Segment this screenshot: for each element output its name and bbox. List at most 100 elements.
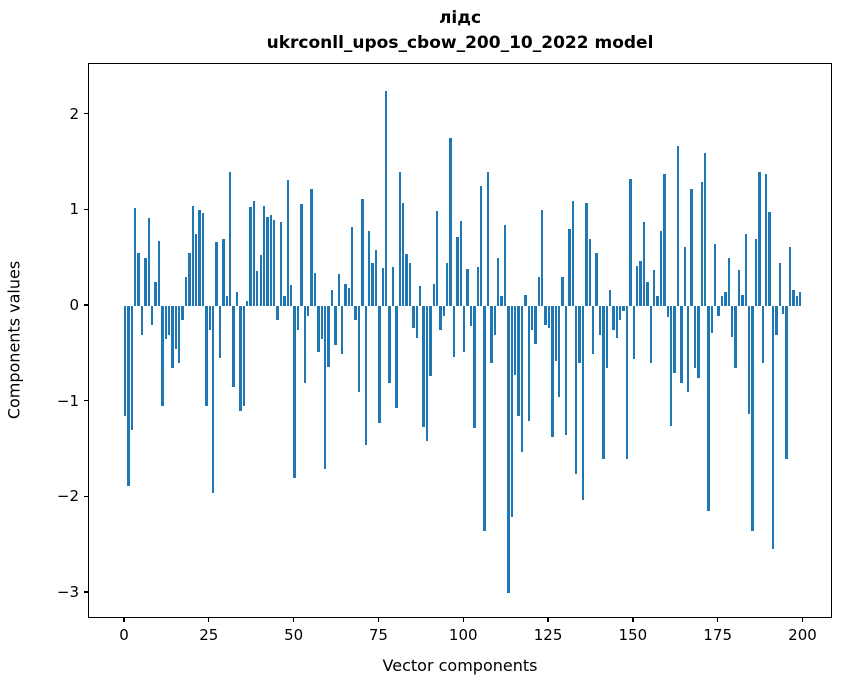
bar (381, 267, 385, 306)
bar (754, 239, 758, 306)
bar (500, 296, 503, 306)
bar (269, 215, 273, 306)
figure-title: лідс (438, 8, 482, 28)
y-tick-label: −2 (56, 487, 79, 506)
bar (744, 234, 748, 306)
bar (798, 291, 802, 306)
y-tick-label: 0 (69, 296, 79, 314)
bar (178, 306, 181, 364)
x-tick-label: 50 (284, 626, 304, 644)
bar (727, 258, 731, 306)
bar (615, 306, 619, 338)
bar (340, 306, 344, 354)
y-tick-mark (84, 208, 88, 210)
bar (144, 258, 147, 306)
bar (378, 306, 381, 423)
bar (639, 261, 642, 306)
bar (598, 306, 602, 335)
bar (449, 137, 452, 306)
bar (317, 306, 320, 352)
bar (252, 200, 256, 306)
x-tick-mark (292, 618, 295, 622)
x-tick-label: 100 (448, 626, 478, 644)
bar (741, 294, 744, 306)
bar (374, 250, 378, 306)
bar (530, 306, 534, 330)
bar (493, 306, 496, 335)
bar (239, 306, 242, 412)
bar (425, 306, 429, 441)
bar (476, 266, 479, 306)
bar (558, 306, 561, 397)
bar (195, 234, 198, 306)
bar (167, 306, 171, 335)
bar (313, 272, 317, 306)
bar (795, 296, 798, 306)
bar (395, 306, 398, 409)
bar (680, 306, 683, 383)
bar (649, 306, 653, 364)
x-tick-label: 125 (533, 626, 563, 644)
bar (761, 306, 764, 364)
bar (578, 306, 581, 364)
bar (218, 306, 222, 358)
bar (527, 306, 530, 421)
x-tick-label: 200 (788, 626, 817, 644)
y-axis-label: Components values (4, 260, 24, 420)
bar (391, 266, 395, 306)
bar (212, 306, 215, 493)
y-tick-label: −3 (56, 583, 79, 602)
bar (412, 306, 415, 328)
bar (673, 306, 676, 373)
bar (222, 239, 225, 306)
bar (466, 268, 469, 306)
bar (256, 270, 259, 306)
bar (242, 306, 245, 407)
bar (296, 306, 300, 330)
x-tick-label: 150 (618, 626, 648, 644)
bar (283, 296, 286, 306)
bar (775, 306, 778, 335)
bar (622, 306, 625, 311)
bar (140, 306, 144, 335)
bar (232, 306, 235, 388)
bar (469, 306, 473, 327)
bar (361, 198, 364, 306)
bar (147, 217, 150, 306)
bar (524, 294, 527, 306)
bar (442, 306, 446, 316)
bar (629, 178, 632, 306)
bar (608, 289, 612, 306)
bar (663, 173, 666, 306)
bar (320, 306, 323, 340)
bar (507, 306, 510, 594)
x-tick-mark (377, 618, 380, 622)
bar (290, 284, 293, 306)
bar (150, 306, 154, 326)
bar (351, 226, 354, 306)
bar (368, 231, 371, 306)
bar (415, 306, 418, 338)
bar (646, 282, 649, 306)
bar (323, 306, 327, 469)
bar (249, 207, 252, 306)
bar (422, 306, 425, 427)
bar (405, 254, 408, 306)
x-tick-mark (123, 618, 125, 622)
bar (480, 186, 483, 306)
bar (452, 306, 456, 357)
bar (581, 306, 585, 501)
bar (225, 296, 228, 306)
bar (364, 306, 368, 445)
bar (703, 152, 707, 306)
bar (181, 306, 184, 321)
bar (748, 306, 751, 415)
bar (686, 306, 690, 393)
bar (544, 306, 547, 326)
bar (700, 181, 703, 306)
bar (279, 221, 283, 306)
bar (418, 285, 422, 306)
bar (293, 306, 296, 479)
bar (720, 296, 724, 306)
bar (751, 306, 754, 531)
